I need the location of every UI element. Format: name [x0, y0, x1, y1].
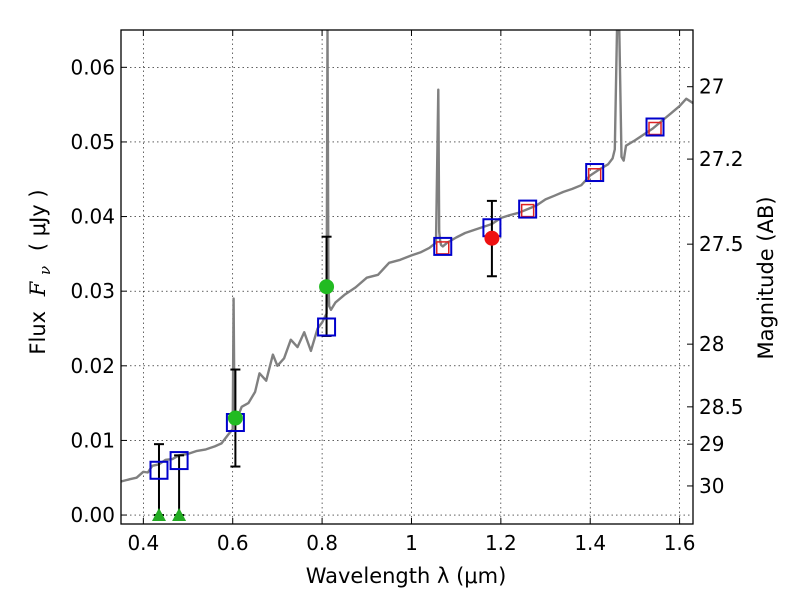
model-flux-marker	[436, 241, 450, 255]
x-tick-label: 1	[405, 531, 418, 555]
y-axis-label-symbol: F	[26, 280, 50, 297]
y-axis-label-unit: ( μJy )	[26, 189, 50, 251]
detection-point	[227, 410, 243, 426]
photometry-box	[169, 451, 189, 471]
model-spectrum-layer	[121, 30, 693, 483]
photometry-box	[518, 199, 538, 219]
x-tick-label: 0.8	[306, 531, 338, 555]
photometry-box	[645, 117, 665, 137]
y-tick-label: 0.01	[70, 428, 115, 452]
right-axis-label: Magnitude (AB)	[754, 196, 778, 359]
upper-limit-triangle	[151, 508, 166, 522]
magnitude-tick-label: 29	[699, 432, 724, 456]
axis-ticks: 0.4 0.6 0.8 1 1.2 1.4 1.6 0.00 0.01 0.02 0.03 0.04 0…	[70, 30, 744, 555]
y-tick-label: 0.04	[70, 205, 115, 229]
y-axis-label-subscript: ν	[36, 266, 54, 275]
photometry-box	[585, 163, 605, 183]
upper-limit-triangle	[172, 508, 187, 522]
y-tick-label: 0.03	[70, 279, 115, 303]
y-tick-label: 0.02	[70, 354, 115, 378]
magnitude-tick-label: 27.2	[699, 147, 744, 171]
x-tick-label: 0.6	[217, 531, 249, 555]
x-axis-label: Wavelength λ (μm)	[306, 564, 507, 588]
x-tick-label: 0.4	[127, 531, 159, 555]
model-flux-marker	[648, 121, 662, 136]
magnitude-tick-label: 27	[699, 75, 724, 99]
y-tick-label: 0.06	[70, 55, 115, 79]
photometry-box	[433, 236, 453, 256]
magnitude-tick-label: 28.5	[699, 395, 744, 419]
photometry-marker-layer	[149, 117, 665, 522]
photometry-box	[317, 317, 337, 337]
y-axis-label-prefix: Flux	[26, 311, 50, 355]
detection-point	[319, 279, 335, 295]
model-spectrum-line	[121, 30, 693, 483]
detection-point	[484, 230, 500, 246]
magnitude-tick-label: 30	[699, 474, 724, 498]
y-tick-label: 0.05	[70, 130, 115, 154]
y-axis-label: Flux F ν ( μJy )	[26, 189, 55, 354]
x-tick-label: 1.2	[485, 531, 517, 555]
model-flux-marker	[520, 203, 535, 218]
grid-lines	[121, 30, 693, 524]
photometry-box	[149, 460, 169, 480]
svg-text:Flux F ν ( μ: Flux F ν ( μJy )	[26, 189, 55, 354]
x-tick-label: 1.4	[574, 531, 606, 555]
y-tick-label: 0.00	[70, 503, 115, 527]
magnitude-tick-label: 27.5	[699, 232, 744, 256]
x-tick-label: 1.6	[664, 531, 696, 555]
magnitude-tick-label: 28	[699, 332, 724, 356]
plot-frame	[120, 29, 694, 525]
